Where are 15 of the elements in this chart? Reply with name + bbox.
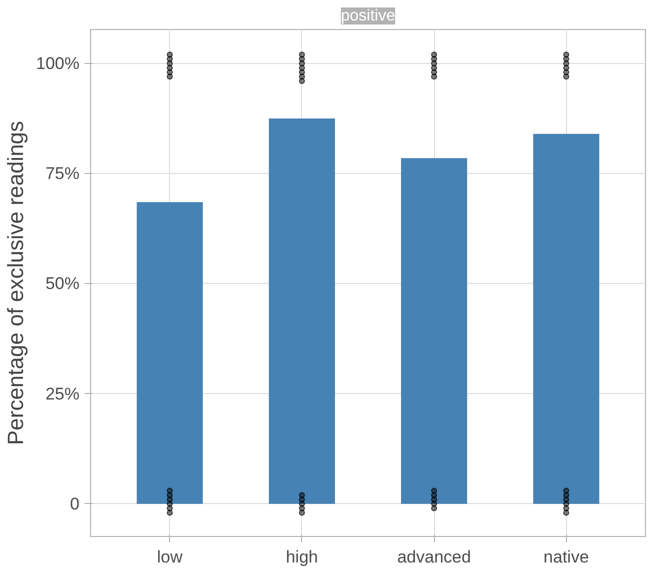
y-tick-label: 100%: [36, 54, 80, 73]
y-tick-label: 25%: [45, 384, 80, 404]
y-tick-label: 75%: [45, 164, 80, 184]
chart-title: positive: [340, 8, 396, 24]
bar: [533, 134, 600, 504]
x-tick-label: advanced: [397, 548, 471, 566]
bar: [136, 202, 203, 504]
bar: [268, 118, 335, 504]
x-tick-label: low: [157, 548, 184, 566]
y-tick-label: 0: [70, 494, 80, 514]
x-tick-label: high: [286, 548, 318, 566]
bar: [401, 158, 468, 504]
y-axis-title: Percentage of exclusive readings: [3, 120, 28, 446]
y-tick-label: 50%: [45, 274, 80, 294]
x-tick-label: native: [544, 548, 589, 566]
